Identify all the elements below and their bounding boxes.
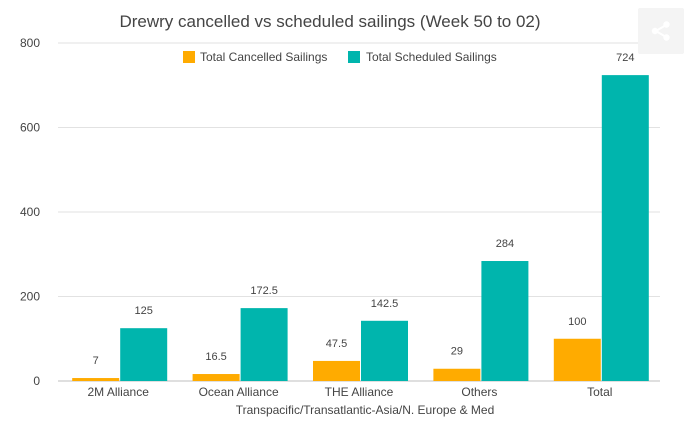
bar-scheduled[interactable] [361, 320, 408, 381]
y-tick-label: 200 [20, 290, 40, 304]
legend-label-scheduled: Total Scheduled Sailings [366, 50, 497, 64]
bar-cancelled[interactable] [433, 368, 481, 381]
y-tick-label: 400 [20, 205, 40, 219]
data-label-cancelled: 16.5 [205, 351, 226, 363]
bars [72, 75, 649, 382]
bar-cancelled[interactable] [192, 374, 240, 381]
bar-scheduled[interactable] [481, 261, 529, 381]
bar-cancelled[interactable] [553, 338, 601, 381]
legend-item-cancelled[interactable]: Total Cancelled Sailings [183, 50, 327, 64]
x-tick-label: Total [587, 385, 612, 399]
data-label-scheduled: 284 [496, 238, 514, 250]
legend-swatch-cancelled [183, 51, 195, 63]
x-tick-label: 2M Alliance [88, 385, 150, 399]
y-tick-label: 800 [20, 36, 40, 50]
legend-swatch-scheduled [348, 51, 360, 63]
data-label-scheduled: 142.5 [371, 298, 399, 310]
data-label-cancelled: 7 [93, 355, 99, 367]
x-axis-ticks: 2M Alliance Ocean Alliance THE Alliance Oth… [88, 385, 613, 399]
y-axis-ticks: 0 200 400 600 800 [20, 36, 40, 388]
data-label-cancelled: 47.5 [326, 338, 347, 350]
data-label-scheduled: 724 [616, 52, 634, 64]
bar-scheduled[interactable] [120, 328, 168, 381]
share-button[interactable] [638, 8, 684, 54]
data-label-scheduled: 172.5 [250, 285, 278, 297]
data-labels: 7 125 16.5 172.5 47.5 142.5 29 284 100 724 [93, 52, 635, 367]
share-icon [651, 21, 670, 41]
legend-label-cancelled: Total Cancelled Sailings [200, 50, 327, 64]
bar-scheduled[interactable] [240, 308, 288, 381]
legend-item-scheduled[interactable]: Total Scheduled Sailings [348, 50, 497, 64]
legend: Total Cancelled Sailings Total Scheduled… [183, 50, 497, 64]
bar-cancelled[interactable] [72, 378, 120, 381]
x-tick-label: Ocean Alliance [199, 385, 279, 399]
data-label-cancelled: 100 [568, 316, 586, 328]
y-tick-label: 0 [33, 374, 40, 388]
bar-scheduled[interactable] [601, 75, 649, 382]
y-tick-label: 600 [20, 121, 40, 135]
x-tick-label: THE Alliance [325, 385, 394, 399]
data-label-cancelled: 29 [451, 346, 463, 358]
bar-cancelled[interactable] [313, 360, 360, 381]
data-label-scheduled: 125 [135, 305, 153, 317]
x-tick-label: Others [461, 385, 497, 399]
chart-title: Drewry cancelled vs scheduled sailings (… [119, 12, 540, 31]
x-axis-title: Transpacific/Transatlantic-Asia/N. Europ… [236, 403, 495, 417]
